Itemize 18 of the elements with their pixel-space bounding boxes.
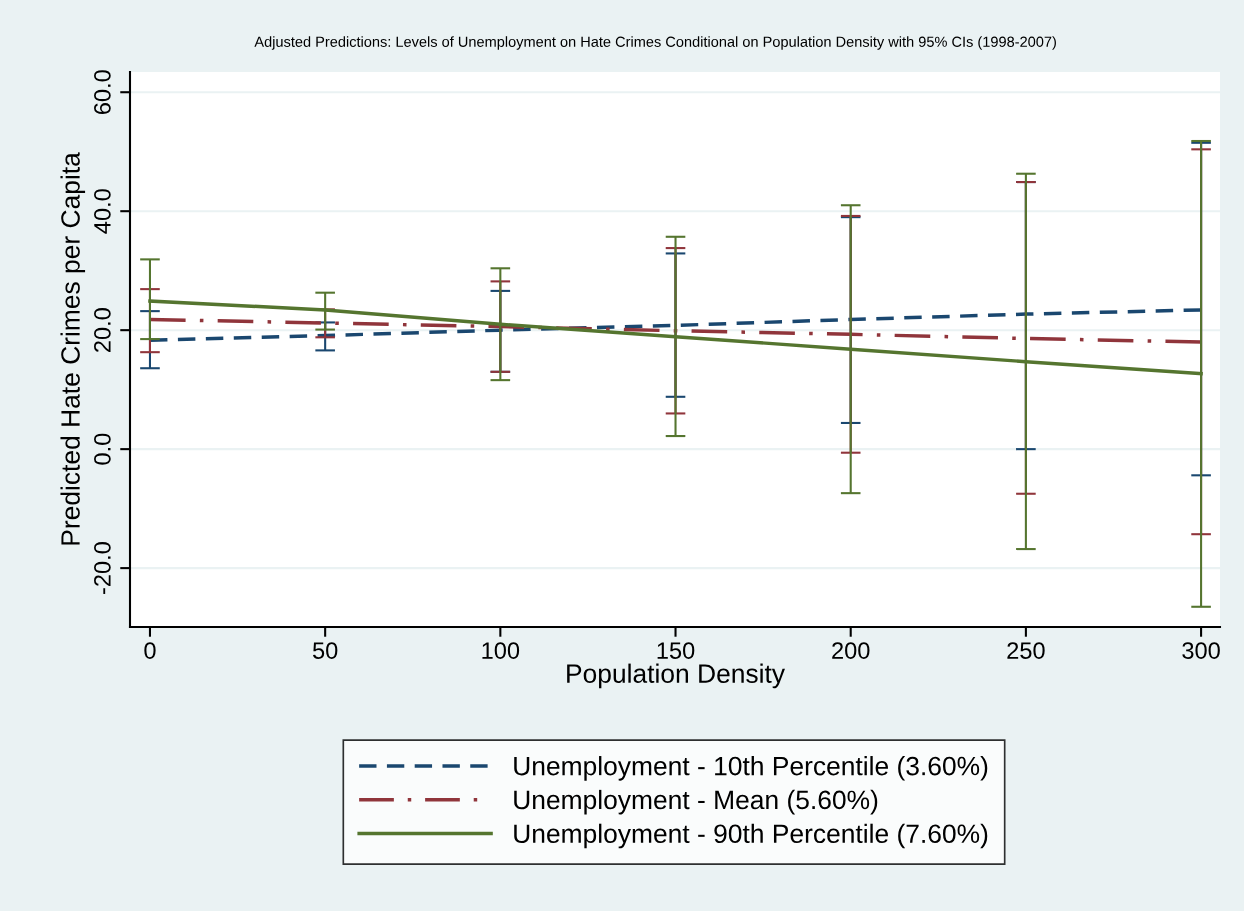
legend-label: Unemployment - 90th Percentile (7.60%) xyxy=(514,823,988,849)
y-tick-label: 20.0 xyxy=(94,308,111,352)
y-tick-label: 40.0 xyxy=(94,189,111,234)
x-tick-label: 50 xyxy=(312,642,338,659)
y-tick-label: 0.0 xyxy=(94,433,111,465)
y-tick-label: 60.0 xyxy=(94,70,111,114)
x-tick-label: 150 xyxy=(657,642,695,659)
x-tick-label: 300 xyxy=(1182,642,1220,659)
x-axis-title: Population Density xyxy=(567,663,785,689)
x-tick-label: 100 xyxy=(482,642,520,659)
legend-label: Unemployment - 10th Percentile (3.60%) xyxy=(514,756,988,781)
y-tick-label: -20.0 xyxy=(94,542,111,594)
legend-label: Unemployment - Mean (5.60%) xyxy=(514,789,878,815)
y-axis-title: Predicted Hate Crimes per Capita xyxy=(60,152,86,545)
x-tick-label: 0 xyxy=(144,642,156,659)
chart-title: Adjusted Predictions: Levels of Unemployment on Hate Crimes Conditional on Population Density with 95% CIs (1998-2007) xyxy=(254,36,1056,50)
x-tick-label: 200 xyxy=(832,642,870,659)
x-tick-label: 250 xyxy=(1007,642,1045,659)
